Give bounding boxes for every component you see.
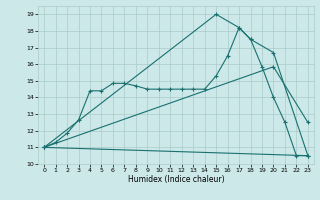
X-axis label: Humidex (Indice chaleur): Humidex (Indice chaleur) [128,175,224,184]
